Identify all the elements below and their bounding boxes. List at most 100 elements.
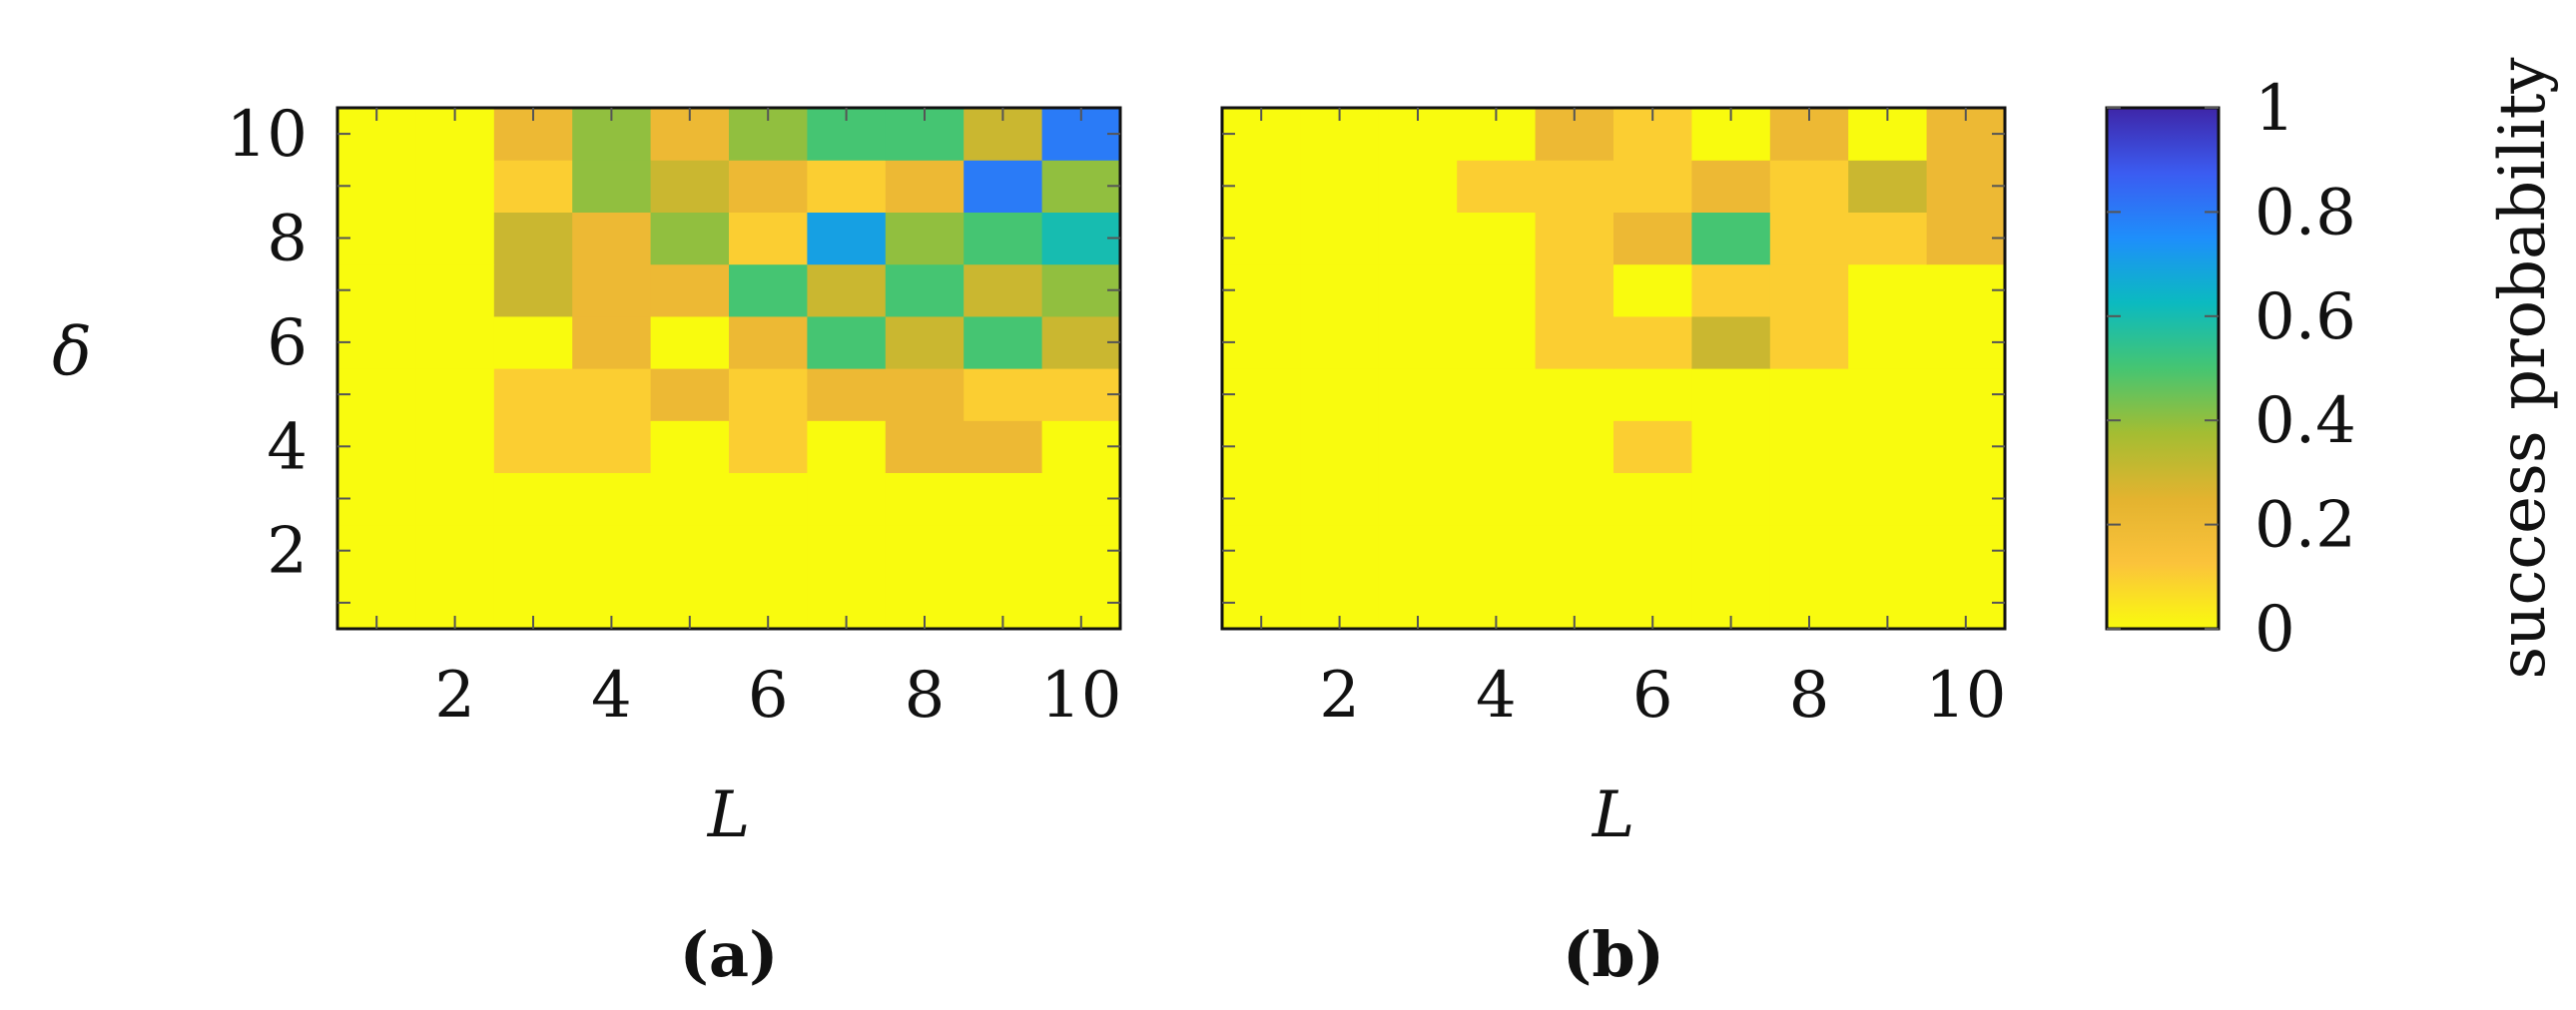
- heatmap-cell: [493, 524, 573, 578]
- heatmap-cell: [1222, 472, 1301, 526]
- heatmap-cell: [885, 472, 965, 526]
- heatmap-cell: [572, 212, 652, 265]
- heatmap-cell: [807, 368, 887, 421]
- y-axis-label: δ: [52, 313, 92, 390]
- heatmap-cell: [1769, 160, 1849, 213]
- heatmap-cell: [1613, 315, 1692, 369]
- heatmap-cell: [1535, 420, 1614, 473]
- heatmap-cell: [1613, 212, 1692, 265]
- heatmap-cell: [964, 160, 1043, 213]
- x-tick-label: 2: [1319, 659, 1360, 733]
- heatmap-cell: [1769, 315, 1849, 369]
- heatmap-cell: [337, 420, 416, 473]
- heatmap-cell: [1457, 524, 1537, 578]
- colorbar-tick-label: 0.2: [2254, 489, 2356, 563]
- heatmap-cell: [650, 472, 730, 526]
- heatmap-cell: [650, 368, 730, 421]
- heatmap-cell: [1457, 472, 1537, 526]
- heatmap-cell: [1769, 524, 1849, 578]
- heatmap-cell: [807, 160, 887, 213]
- heatmap-cell: [493, 420, 573, 473]
- heatmap-cell: [1848, 368, 1928, 421]
- heatmap-cell: [885, 315, 965, 369]
- heatmap-cell: [885, 263, 965, 317]
- heatmap-cell: [729, 212, 808, 265]
- heatmap-cell: [807, 263, 887, 317]
- heatmap-cell: [572, 263, 652, 317]
- colorbar-tick-label: 0.8: [2254, 176, 2356, 250]
- heatmap-cell: [415, 212, 495, 265]
- heatmap-panel-b: 2 4 6 8 10 L (b): [1220, 106, 2007, 991]
- heatmap-cell: [1613, 263, 1692, 317]
- heatmap-cell: [1457, 212, 1537, 265]
- heatmap-cell: [1691, 368, 1771, 421]
- heatmap-cell: [650, 315, 730, 369]
- heatmap-cell: [1378, 263, 1458, 317]
- heatmap-cell: [1535, 472, 1614, 526]
- x-tick-label: 8: [1789, 659, 1830, 733]
- colorbar-label: success probability: [2486, 57, 2560, 679]
- heatmap-cell: [415, 160, 495, 213]
- heatmap-cell: [337, 472, 416, 526]
- y-tick-label: 2: [267, 515, 308, 589]
- heatmap-cell: [415, 315, 495, 369]
- heatmap-cell: [572, 524, 652, 578]
- x-tick-label: 10: [1040, 659, 1121, 733]
- heatmap-cell: [1300, 212, 1380, 265]
- x-tick-label: 10: [1925, 659, 2006, 733]
- heatmap-cell: [1457, 263, 1537, 317]
- heatmap-cell: [1769, 472, 1849, 526]
- heatmap-cell: [572, 160, 652, 213]
- heatmap-cell: [493, 212, 573, 265]
- heatmap-cell: [1535, 212, 1614, 265]
- x-tick-label: 4: [1476, 659, 1517, 733]
- heatmap-cell: [1378, 368, 1458, 421]
- heatmap-cell: [650, 420, 730, 473]
- heatmap-cell: [885, 368, 965, 421]
- heatmap-cell: [729, 160, 808, 213]
- x-axis-label: L: [1592, 778, 1635, 852]
- colorbar-gradient: [2105, 106, 2221, 631]
- heatmap-cell: [1848, 524, 1928, 578]
- colorbar-tick-label: 0.4: [2254, 384, 2356, 458]
- y-tick-label: 8: [267, 203, 308, 276]
- heatmap-cell: [885, 420, 965, 473]
- heatmap-cell: [1613, 160, 1692, 213]
- heatmap-cell: [885, 212, 965, 265]
- heatmap-cell: [1378, 420, 1458, 473]
- heatmap-cell: [1378, 472, 1458, 526]
- heatmap-cell: [807, 524, 887, 578]
- heatmap-cell: [1457, 160, 1537, 213]
- heatmap-cell: [1222, 524, 1301, 578]
- heatmap-cell: [1300, 160, 1380, 213]
- heatmap-cell: [1300, 368, 1380, 421]
- plot-frame: [1220, 106, 2007, 631]
- heatmap-panel-a: 2 4 6 8 10 2 4 6 8 10 Lδ (a): [52, 98, 1121, 991]
- heatmap-cell: [493, 160, 573, 213]
- heatmap-cell: [1691, 315, 1771, 369]
- heatmap-cell: [1222, 315, 1301, 369]
- heatmap-cell: [493, 472, 573, 526]
- heatmap-cell: [1769, 420, 1849, 473]
- heatmap-cell: [807, 420, 887, 473]
- heatmap-cell: [415, 263, 495, 317]
- heatmap-cell: [1378, 212, 1458, 265]
- heatmap-cell: [1535, 263, 1614, 317]
- x-tick-label: 6: [1632, 659, 1673, 733]
- heatmap-cell: [1769, 368, 1849, 421]
- heatmap-cell: [650, 263, 730, 317]
- heatmap-cell: [1769, 212, 1849, 265]
- heatmap-cell: [337, 160, 416, 213]
- heatmap-cell: [1222, 368, 1301, 421]
- colorbar-tick-label: 1: [2254, 72, 2295, 146]
- heatmap-cell: [964, 263, 1043, 317]
- heatmap-cell: [1457, 420, 1537, 473]
- heatmap-cell: [729, 420, 808, 473]
- heatmap-cell: [807, 212, 887, 265]
- heatmap-cell: [572, 420, 652, 473]
- heatmap-cell: [885, 160, 965, 213]
- heatmap-cell: [1848, 472, 1928, 526]
- heatmap-cell: [650, 212, 730, 265]
- heatmap-cell: [1848, 263, 1928, 317]
- heatmap-cell: [572, 368, 652, 421]
